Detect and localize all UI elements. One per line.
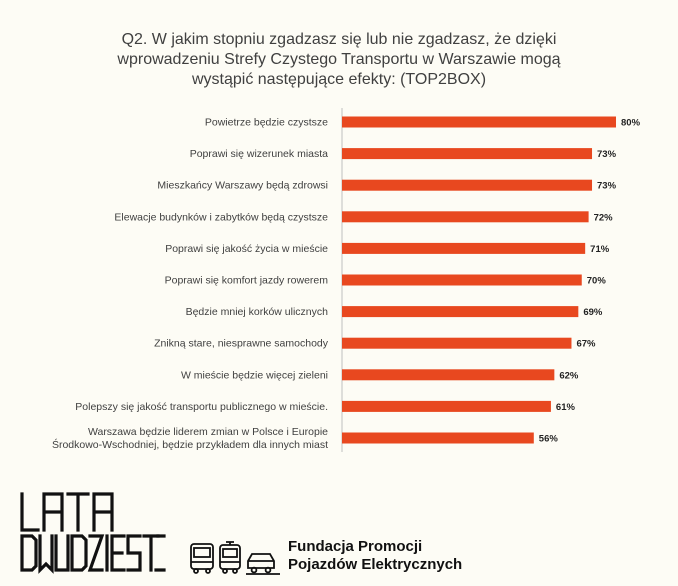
- value-label: 80%: [621, 118, 641, 129]
- bar: [342, 337, 572, 349]
- bar: [342, 274, 582, 286]
- category-label: Znikną stare, niesprawne samochody: [154, 338, 329, 350]
- category-label: Polepszy się jakość transportu publiczne…: [75, 401, 328, 413]
- bar: [342, 179, 593, 191]
- category-label: Warszawa będzie liderem zmian w Polsce i…: [52, 426, 328, 451]
- bar: [342, 242, 586, 254]
- lata-dwudzieste-logo: [18, 492, 166, 574]
- value-label: 73%: [597, 149, 617, 160]
- bar: [342, 148, 593, 160]
- chart-title: Q2. W jakim stopniu zgadzasz się lub nie…: [60, 30, 618, 90]
- value-label: 69%: [583, 307, 603, 318]
- value-label: 73%: [597, 181, 617, 192]
- value-label: 72%: [594, 212, 614, 223]
- title-line: wystąpić następujące efekty: (TOP2BOX): [191, 71, 487, 88]
- bar-chart: 80% Powietrze będzie czystsze 73% Poprawi s…: [52, 108, 641, 452]
- category-label: Elewacje budynków i zabytków będą czysts…: [114, 211, 328, 223]
- bar: [342, 116, 616, 128]
- fpe-logo-line: Fundacja Promocji: [288, 538, 423, 555]
- bar: [342, 211, 589, 223]
- category-label: Poprawi się jakość życia w mieście: [165, 243, 328, 255]
- value-label: 67%: [576, 339, 596, 350]
- category-label: Powietrze będzie czystsze: [205, 117, 328, 129]
- bar: [342, 432, 534, 444]
- fpe-logo-text: Fundacja Promocji Pojazdów Elektrycznych: [288, 538, 462, 574]
- fpe-logo-line: Pojazdów Elektrycznych: [288, 556, 463, 573]
- title-line: Q2. W jakim stopniu zgadzasz się lub nie…: [121, 31, 557, 48]
- category-label: Poprawi się komfort jazdy rowerem: [165, 275, 329, 287]
- category-label: Poprawi się wizerunek miasta: [190, 148, 328, 160]
- category-label: Będzie mniej korków ulicznych: [186, 306, 329, 318]
- value-label: 56%: [539, 434, 559, 445]
- bar: [342, 400, 551, 412]
- category-label: W mieście będzie więcej zieleni: [181, 369, 328, 381]
- value-label: 62%: [559, 370, 579, 381]
- bar: [342, 369, 555, 381]
- value-label: 71%: [590, 244, 610, 255]
- title-line: wprowadzeniu Strefy Czystego Transportu …: [117, 51, 561, 68]
- category-label: Mieszkańcy Warszawy będą zdrowsi: [157, 180, 328, 192]
- vehicle-icons: [188, 540, 283, 581]
- value-label: 61%: [556, 402, 576, 413]
- value-label: 70%: [587, 276, 607, 287]
- bar: [342, 306, 579, 318]
